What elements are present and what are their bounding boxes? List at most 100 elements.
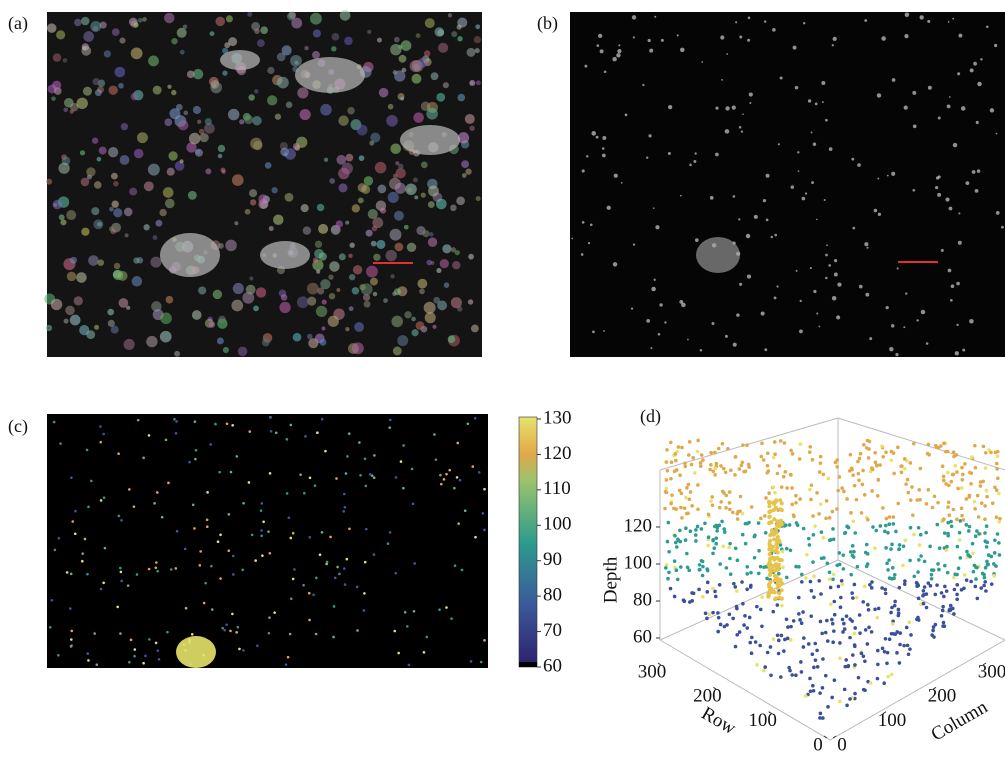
cell xyxy=(81,43,90,51)
cell xyxy=(613,173,618,178)
cell xyxy=(215,16,225,27)
cell xyxy=(210,564,213,568)
cell xyxy=(738,218,741,221)
point xyxy=(717,582,722,587)
cell xyxy=(252,115,262,126)
cell xyxy=(809,267,812,270)
cell xyxy=(155,219,163,227)
point xyxy=(840,582,845,587)
cell xyxy=(342,510,346,513)
point xyxy=(711,538,715,543)
cell xyxy=(347,432,351,436)
point xyxy=(818,711,823,716)
point xyxy=(719,500,723,504)
point xyxy=(756,571,761,576)
point xyxy=(841,630,845,634)
cell xyxy=(940,248,944,252)
point xyxy=(826,705,830,709)
cell xyxy=(48,625,52,629)
point xyxy=(723,530,727,534)
point xyxy=(902,457,907,461)
cell xyxy=(654,15,657,18)
cell xyxy=(601,147,605,150)
cell xyxy=(857,163,861,167)
point xyxy=(767,541,772,546)
cell xyxy=(442,82,449,89)
point xyxy=(853,626,858,630)
cell xyxy=(50,298,63,311)
cell xyxy=(76,97,88,110)
point xyxy=(697,563,702,567)
point xyxy=(948,608,953,612)
cell xyxy=(345,327,350,332)
point xyxy=(891,522,896,526)
point xyxy=(776,651,781,656)
point xyxy=(917,558,921,562)
point xyxy=(886,531,890,535)
point xyxy=(735,606,739,611)
cell xyxy=(227,549,231,552)
point xyxy=(832,612,837,617)
cell xyxy=(80,16,90,26)
cell xyxy=(417,278,428,289)
cell xyxy=(739,35,743,39)
point xyxy=(908,525,913,530)
cell xyxy=(76,272,87,283)
point xyxy=(749,570,753,575)
cell xyxy=(247,11,253,17)
cell xyxy=(329,261,340,272)
point xyxy=(907,620,912,625)
cell xyxy=(895,353,899,357)
cell xyxy=(864,19,868,22)
cell xyxy=(183,110,189,116)
point xyxy=(958,519,963,523)
point xyxy=(718,562,722,566)
point xyxy=(694,539,698,543)
point xyxy=(819,592,823,596)
cell xyxy=(171,89,177,96)
cell xyxy=(617,49,622,54)
cell xyxy=(329,178,336,184)
point xyxy=(709,450,713,455)
cell xyxy=(378,87,389,98)
cell xyxy=(65,571,69,574)
cell xyxy=(828,264,832,267)
point xyxy=(780,603,784,608)
panel-label: (b) xyxy=(537,13,558,34)
cell xyxy=(231,299,244,312)
point xyxy=(955,583,960,587)
cell xyxy=(945,197,950,202)
cell xyxy=(995,132,998,135)
cell xyxy=(603,330,605,332)
cell xyxy=(597,33,603,39)
cell xyxy=(430,72,439,81)
point xyxy=(701,458,705,462)
cell xyxy=(483,487,486,491)
cell xyxy=(221,626,224,630)
point xyxy=(767,504,772,509)
tick xyxy=(832,735,837,739)
cell xyxy=(851,157,855,161)
cell xyxy=(715,152,719,157)
cell xyxy=(681,302,686,308)
cell xyxy=(676,34,679,37)
point xyxy=(842,621,846,626)
point xyxy=(983,504,987,508)
cell xyxy=(969,318,974,324)
point xyxy=(714,461,719,466)
cell xyxy=(693,160,697,164)
cell xyxy=(475,80,481,86)
point xyxy=(828,537,833,542)
cell xyxy=(344,472,348,475)
point xyxy=(952,575,956,580)
point xyxy=(718,622,723,627)
point xyxy=(957,530,962,535)
cell xyxy=(753,214,758,219)
point xyxy=(886,568,890,572)
point xyxy=(765,650,770,655)
point xyxy=(812,595,816,599)
cell xyxy=(445,606,448,609)
point xyxy=(775,603,780,607)
panel-label: (d) xyxy=(640,406,661,427)
cell xyxy=(57,654,60,657)
